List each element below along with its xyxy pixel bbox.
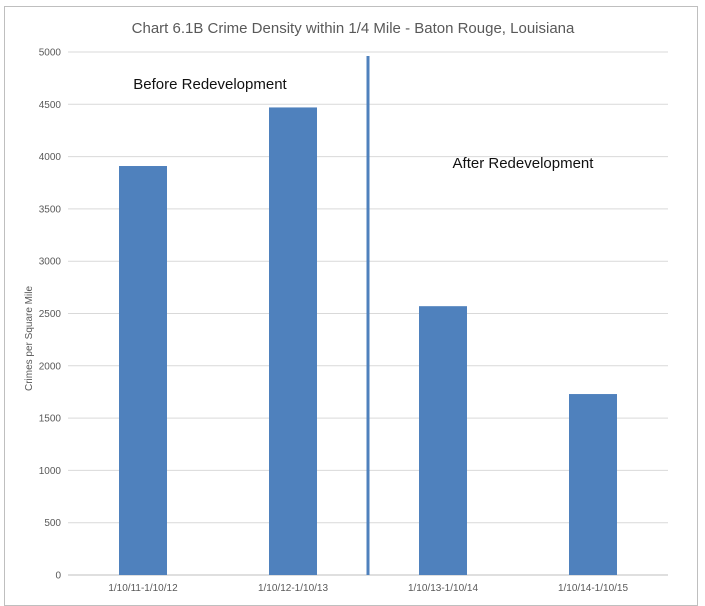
bar-2: [269, 107, 317, 576]
bars: [119, 107, 617, 576]
y-tick-label: 4500: [39, 100, 62, 111]
x-tick-label: 1/10/11-1/10/12: [108, 583, 178, 594]
y-axis-label: Crimes per Square Mile: [24, 286, 35, 391]
y-tick-label: 3500: [39, 204, 62, 215]
y-tick-label: 2500: [39, 309, 62, 320]
x-axis-ticks: 1/10/11-1/10/12 1/10/12-1/10/13 1/10/13-1/…: [108, 583, 628, 594]
y-axis-ticks: 0 500 1000 1500 2000 2500 3000 3500 4000 4500 5000: [39, 48, 62, 582]
annotation-before-redevelopment: Before Redevelopment: [133, 76, 287, 93]
bar-4: [569, 394, 617, 575]
x-tick-label: 1/10/12-1/10/13: [258, 583, 328, 594]
y-tick-label: 5000: [39, 48, 62, 59]
y-tick-label: 4000: [39, 152, 62, 163]
y-tick-label: 3000: [39, 257, 62, 268]
chart-title: Chart 6.1B Crime Density within 1/4 Mile…: [132, 20, 575, 37]
annotation-after-redevelopment: After Redevelopment: [453, 155, 595, 172]
y-tick-label: 1000: [39, 466, 62, 477]
bar-3: [419, 306, 467, 575]
x-tick-label: 1/10/13-1/10/14: [408, 583, 478, 594]
y-tick-label: 1500: [39, 414, 62, 425]
x-tick-label: 1/10/14-1/10/15: [558, 583, 628, 594]
y-tick-label: 0: [55, 571, 61, 582]
y-tick-label: 500: [44, 518, 61, 529]
bar-1: [119, 166, 167, 575]
y-tick-label: 2000: [39, 361, 62, 372]
